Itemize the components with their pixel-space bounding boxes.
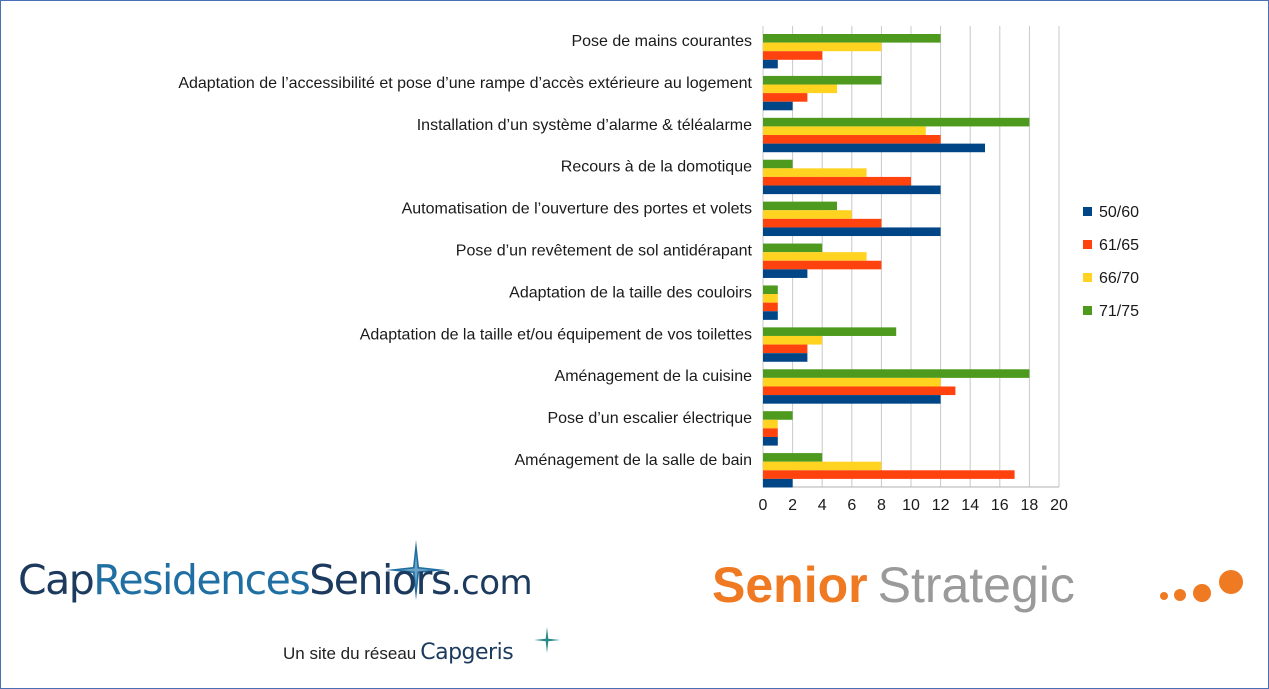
- bar-71-75: [763, 327, 897, 336]
- compass-star-icon: [386, 540, 446, 600]
- legend-swatch: [1083, 306, 1092, 315]
- x-tick-label: 0: [759, 497, 768, 514]
- category-label: Pose d’un revêtement de sol antidérapant: [456, 243, 753, 260]
- bar-61-65: [763, 260, 882, 270]
- strategic-word: Strategic: [877, 557, 1075, 613]
- bar-50-60: [763, 311, 778, 320]
- bar-66-70: [763, 461, 882, 471]
- bar-61-65: [763, 176, 911, 186]
- bar-50-60: [763, 436, 778, 446]
- bar-61-65: [763, 386, 956, 396]
- legend-swatch: [1083, 207, 1092, 216]
- bar-50-60: [763, 59, 778, 69]
- legend-label: 66/70: [1099, 270, 1139, 287]
- bar-chart: Pose de mains courantes Adaptation de l’a…: [178, 26, 1139, 514]
- category-label: Pose de mains courantes: [571, 33, 752, 50]
- bar-50-60: [763, 185, 941, 195]
- bar-61-65: [763, 218, 882, 228]
- category-label: Installation d’un système d’alarme & tél…: [417, 117, 752, 134]
- bar-66-70: [763, 168, 867, 177]
- category-label: Recours à de la domotique: [561, 159, 752, 176]
- bar-50-60: [763, 478, 793, 488]
- senior-word: Senior: [712, 557, 868, 613]
- category-label: Automatisation de l’ouverture des portes…: [402, 201, 752, 218]
- x-tick-label: 20: [1050, 497, 1068, 514]
- bar-66-70: [763, 126, 926, 136]
- legend-swatch: [1083, 240, 1092, 249]
- bar-66-70: [763, 335, 823, 345]
- x-tick-label: 16: [991, 497, 1009, 514]
- bar-66-70: [763, 210, 852, 219]
- x-tick-label: 10: [902, 497, 920, 514]
- cap-wordmark: CapResidencesSeniors.com: [18, 556, 533, 604]
- x-tick-label: 8: [877, 497, 886, 514]
- bar-61-65: [763, 135, 941, 144]
- x-tick-label: 18: [1021, 497, 1039, 514]
- seniors-word: Seniors: [309, 556, 452, 604]
- legend-label: 61/65: [1099, 237, 1139, 254]
- category-label: Aménagement de la cuisine: [555, 368, 753, 385]
- bar-61-65: [763, 428, 778, 437]
- bar-50-60: [763, 269, 808, 278]
- tagline-text: Un site du réseau: [283, 644, 417, 663]
- bar-66-70: [763, 294, 778, 303]
- bar-71-75: [763, 201, 837, 211]
- capresidencesseniors-logo: CapResidencesSeniors.com: [18, 540, 578, 630]
- bar-61-65: [763, 51, 823, 60]
- bar-71-75: [763, 369, 1030, 378]
- x-tick-label: 12: [932, 497, 950, 514]
- bar-66-70: [763, 42, 882, 52]
- x-tick-label: 4: [818, 497, 827, 514]
- bar-61-65: [763, 344, 808, 354]
- category-label: Pose d’un escalier électrique: [547, 410, 752, 427]
- legend-label: 71/75: [1099, 303, 1139, 320]
- orange-dots-icon: [1160, 570, 1243, 602]
- bar-50-60: [763, 395, 941, 404]
- x-tick-label: 14: [961, 497, 979, 514]
- x-tick-label: 2: [788, 497, 797, 514]
- bar-66-70: [763, 419, 778, 429]
- legend: 50/60 61/65 66/70 71/75: [1083, 204, 1139, 320]
- capgeris-star-icon: [534, 627, 560, 653]
- bar-66-70: [763, 84, 837, 94]
- bar-71-75: [763, 453, 823, 462]
- bar-50-60: [763, 353, 808, 362]
- bar-71-75: [763, 411, 793, 420]
- capgeris-wordmark: Capgeris: [420, 640, 514, 665]
- category-label: Adaptation de la taille des couloirs: [509, 284, 752, 301]
- legend-label: 50/60: [1099, 204, 1139, 221]
- bar-50-60: [763, 143, 985, 153]
- bars: [763, 34, 1030, 488]
- x-tick-label: 6: [847, 497, 856, 514]
- category-label: Aménagement de la salle de bain: [515, 452, 753, 469]
- category-label: Adaptation de la taille et/ou équipement…: [360, 326, 752, 343]
- bar-71-75: [763, 243, 823, 253]
- bar-71-75: [763, 34, 941, 43]
- bar-66-70: [763, 252, 867, 261]
- bar-61-65: [763, 302, 778, 312]
- bar-71-75: [763, 285, 778, 295]
- capgeris-tagline: Un site du réseau Capgeris: [283, 640, 514, 670]
- bar-61-65: [763, 470, 1015, 479]
- x-axis-ticks: 0 2 4 6 8 10 12 14 16 18 20: [759, 497, 1068, 514]
- category-label: Adaptation de l’accessibilité et pose d’…: [178, 75, 752, 92]
- senior-strategic-logo: Senior Strategic: [712, 556, 1075, 614]
- bar-61-65: [763, 93, 808, 102]
- gridlines: [762, 26, 1060, 488]
- legend-swatch: [1083, 273, 1092, 282]
- residences-word: Residences: [93, 556, 311, 604]
- bar-71-75: [763, 117, 1030, 127]
- cap-word: Cap: [18, 556, 95, 604]
- category-labels: Pose de mains courantes Adaptation de l’a…: [178, 33, 752, 469]
- bar-66-70: [763, 377, 941, 387]
- bar-71-75: [763, 75, 882, 85]
- dotcom-word: .com: [450, 563, 533, 603]
- bar-50-60: [763, 101, 793, 111]
- bar-50-60: [763, 227, 941, 237]
- bar-71-75: [763, 159, 793, 169]
